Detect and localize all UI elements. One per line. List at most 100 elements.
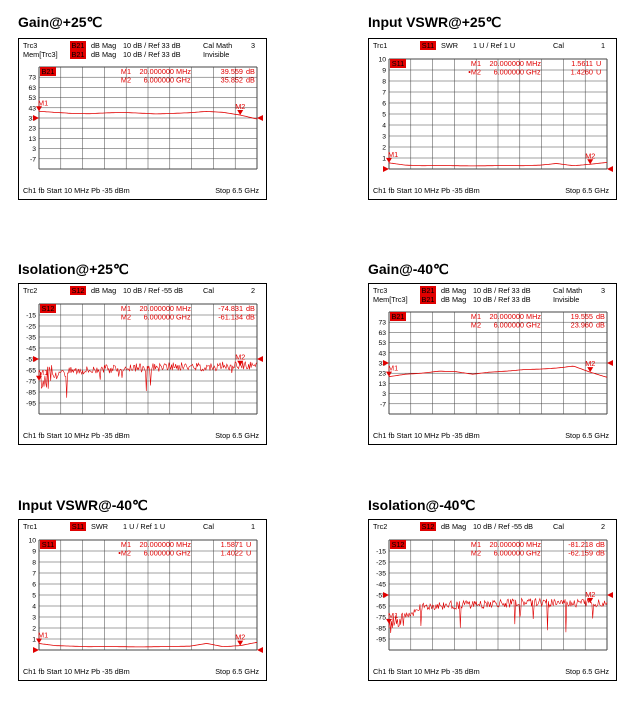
y-tick-label: 43 (28, 105, 36, 112)
y-tick-label: 13 (28, 136, 36, 143)
y-tick-label: 1 (32, 637, 36, 644)
footer-stop: Stop 6.5 GHz (215, 186, 259, 195)
reference-arrow-right (257, 647, 263, 653)
marker-value-unit: dB (596, 321, 605, 330)
scale-label: 10 dB / Ref 33 dB (473, 286, 531, 295)
trace-badge: S12 (70, 286, 86, 295)
analyzer-screen-vswr-m40: Trc1 S11 SWR 1 U / Ref 1 U Cal 1 10 9 8 7 6 5 4 3 2 1 S1… (18, 519, 267, 681)
y-tick-label: -25 (26, 324, 36, 331)
y-tick-label: 13 (378, 381, 386, 388)
marker-x-unit: MHz (526, 59, 541, 68)
marker-value: 39.559 (221, 67, 243, 76)
marker-triangle (386, 157, 392, 163)
panel-title-gain-m40: Gain@-40℃ (368, 261, 449, 277)
marker-triangle (386, 618, 392, 624)
marker-tag: M2 (585, 359, 595, 368)
marker-tag: M2 (585, 151, 595, 160)
grid-trace-badge-bg (40, 67, 56, 76)
marker-tag: M1 (38, 98, 48, 107)
y-tick-label: 23 (378, 371, 386, 378)
trace-badge-bg (420, 41, 436, 50)
marker-value: 1.5611 (571, 59, 593, 68)
memory-scale-label: 10 dB / Ref 33 dB (473, 295, 531, 304)
memory-cal-label: Invisible (553, 295, 579, 304)
marker-id: M1 (121, 540, 131, 549)
memory-badge-label: B21 (72, 50, 85, 59)
marker-value-unit: U (596, 68, 601, 77)
trace-badge-bg (70, 522, 86, 531)
y-tick-label: 7 (382, 90, 386, 97)
marker-id: M2 (121, 313, 131, 322)
grid-trace-badge: B21 (40, 67, 56, 76)
memory-scale-label: 10 dB / Ref 33 dB (123, 50, 181, 59)
marker-x: 20.000000 (490, 540, 525, 549)
analyzer-screen-gain-m40: Trc3 B21 dB Mag 10 dB / Ref 33 dB Cal Math 3 M… (368, 283, 617, 445)
y-tick-label: -35 (26, 335, 36, 342)
channel-number: 2 (601, 522, 605, 531)
cal-label: Cal Math (203, 41, 232, 50)
footer-start: Ch1 fb Start 10 MHz Pb -35 dBm (23, 431, 130, 440)
y-tick-label: -95 (376, 637, 386, 644)
marker-x-unit: MHz (176, 540, 191, 549)
reference-arrow-left (383, 592, 389, 598)
marker-tag: M1 (38, 631, 48, 640)
trace-id: Trc3 (23, 41, 37, 50)
scale-label: 1 U / Ref 1 U (473, 41, 515, 50)
trace-id: Trc2 (23, 286, 37, 295)
channel-number: 3 (601, 286, 605, 295)
y-tick-label: -7 (30, 156, 36, 163)
marker-id: •M2 (118, 549, 131, 558)
y-tick-label: 9 (32, 549, 36, 556)
marker-x: 20.000000 (490, 312, 525, 321)
marker-triangle (386, 371, 392, 377)
marker-value: 1.4022 (221, 549, 243, 558)
marker-id: M1 (121, 304, 131, 313)
memory-trace-id: Mem[Trc3] (373, 295, 408, 304)
y-tick-label: 63 (378, 330, 386, 337)
trace-id: Trc3 (373, 286, 387, 295)
y-tick-label: 63 (28, 85, 36, 92)
marker-value-unit: dB (596, 312, 605, 321)
format-label: dB Mag (91, 41, 116, 50)
y-tick-label: 10 (378, 57, 386, 64)
marker-tag: M1 (388, 611, 398, 620)
marker-tag: M1 (388, 150, 398, 159)
analyzer-screen-gain-25: Trc3 B21 dB Mag 10 dB / Ref 33 dB Cal Math 3 M… (18, 38, 267, 200)
trace-line (38, 641, 258, 648)
trace-line (388, 162, 608, 167)
marker-x: 6.000000 (144, 549, 174, 558)
marker-value-unit: U (596, 59, 601, 68)
y-tick-label: -95 (26, 401, 36, 408)
y-tick-label: 5 (32, 593, 36, 600)
y-tick-label: -15 (376, 549, 386, 556)
reference-arrow-right (607, 166, 613, 172)
footer-stop: Stop 6.5 GHz (565, 186, 609, 195)
marker-x: 6.000000 (494, 321, 524, 330)
reference-arrow-right (607, 360, 613, 366)
y-tick-label: -75 (376, 615, 386, 622)
reference-arrow-left (383, 166, 389, 172)
grid-trace-badge: S11 (40, 540, 56, 549)
grid-trace-badge-bg (40, 540, 56, 549)
scale-label: 1 U / Ref 1 U (123, 522, 165, 531)
marker-x-unit: GHz (176, 76, 191, 85)
footer-stop: Stop 6.5 GHz (215, 431, 259, 440)
analyzer-screen-vswr-25: Trc1 S11 SWR 1 U / Ref 1 U Cal 1 10 9 8 7 6 5 4 3 2 1 S1… (368, 38, 617, 200)
trace-badge: S11 (70, 522, 86, 531)
marker-value: 1.5871 (221, 540, 243, 549)
marker-id: M2 (121, 76, 131, 85)
marker-x: 6.000000 (494, 549, 524, 558)
marker-x: 20.000000 (490, 59, 525, 68)
cal-label: Cal (553, 522, 564, 531)
marker-value-unit: dB (246, 76, 255, 85)
chart-svg: Trc3 B21 dB Mag 10 dB / Ref 33 dB Cal Math 3 M… (23, 41, 263, 195)
trace-badge: B21 (420, 286, 436, 295)
marker-triangle (36, 375, 42, 381)
trace-badge-label: S11 (72, 522, 84, 531)
grid (38, 539, 258, 651)
trace-badge-label: S12 (72, 286, 85, 295)
cal-label: Cal (203, 286, 214, 295)
scale-label: 10 dB / Ref 33 dB (123, 41, 181, 50)
memory-badge-bg (420, 295, 436, 304)
marker-x-unit: MHz (526, 312, 541, 321)
